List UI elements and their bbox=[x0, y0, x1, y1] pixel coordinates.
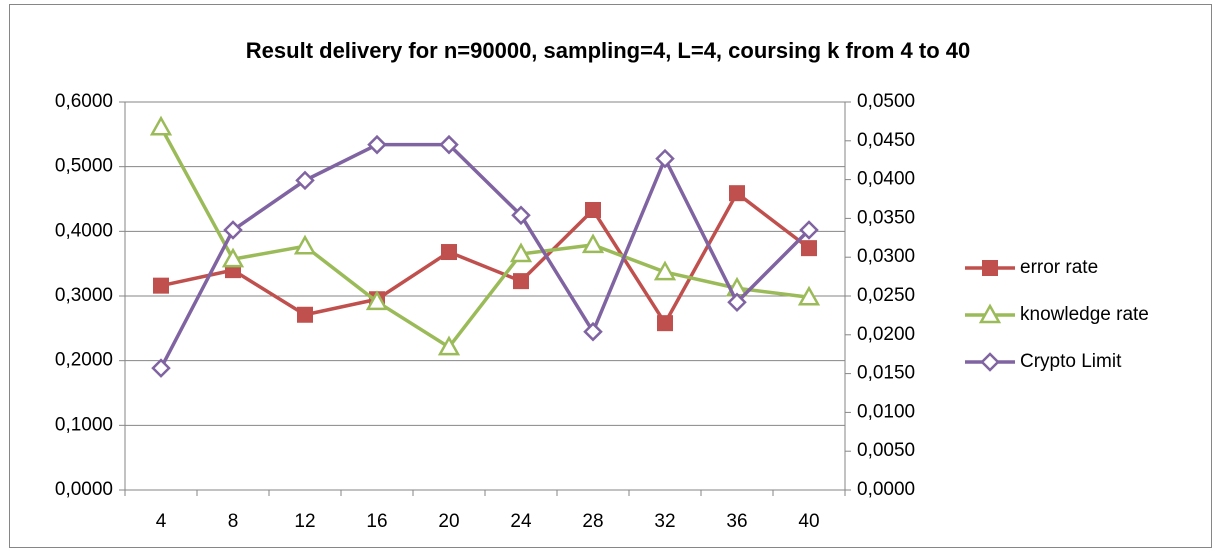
series-line bbox=[160, 191, 811, 325]
data-point bbox=[801, 240, 817, 257]
data-point bbox=[653, 260, 677, 281]
y2-tick-label: 0,0150 bbox=[857, 363, 915, 384]
data-point bbox=[297, 306, 313, 323]
legend-label: knowledge rate bbox=[1020, 304, 1149, 325]
legend-marker bbox=[978, 303, 1002, 324]
y2-tick-label: 0,0200 bbox=[857, 324, 915, 345]
x-tick-label: 36 bbox=[726, 511, 747, 532]
data-point bbox=[513, 273, 529, 290]
legend-label: error rate bbox=[1020, 257, 1098, 278]
data-point bbox=[509, 242, 533, 263]
y2-tick-label: 0,0300 bbox=[857, 246, 915, 267]
data-point bbox=[365, 290, 389, 311]
data-point bbox=[295, 170, 315, 191]
data-point bbox=[221, 247, 245, 268]
data-point bbox=[437, 335, 461, 356]
y-tick-label: 0,1000 bbox=[55, 414, 113, 435]
data-point bbox=[151, 358, 171, 378]
y-tick-label: 0,3000 bbox=[55, 285, 113, 306]
y2-tick-label: 0,0500 bbox=[857, 91, 915, 112]
data-point bbox=[153, 277, 169, 294]
x-tick-label: 12 bbox=[294, 511, 315, 532]
y-tick-label: 0,5000 bbox=[55, 156, 113, 177]
y-tick-label: 0,0000 bbox=[55, 479, 113, 500]
y2-tick-label: 0,0000 bbox=[857, 479, 915, 500]
data-point bbox=[293, 234, 317, 255]
legend-label: Crypto Limit bbox=[1020, 351, 1122, 372]
data-point bbox=[441, 244, 457, 261]
legend-marker bbox=[980, 352, 1000, 372]
x-tick-label: 32 bbox=[654, 511, 675, 532]
x-tick-label: 40 bbox=[798, 511, 819, 532]
x-tick-label: 28 bbox=[582, 511, 603, 532]
y2-tick-label: 0,0350 bbox=[857, 207, 915, 228]
y2-tick-label: 0,0250 bbox=[857, 285, 915, 306]
data-point bbox=[655, 148, 675, 169]
data-point bbox=[583, 321, 603, 342]
data-point bbox=[223, 220, 243, 240]
data-point bbox=[799, 220, 819, 240]
y-tick-label: 0,4000 bbox=[55, 220, 113, 241]
series-line bbox=[159, 142, 811, 369]
data-point bbox=[727, 292, 747, 312]
y2-tick-label: 0,0050 bbox=[857, 440, 915, 461]
data-point bbox=[511, 205, 531, 226]
y-tick-label: 0,6000 bbox=[55, 91, 113, 112]
y2-tick-label: 0,0400 bbox=[857, 169, 915, 190]
chart-title: Result delivery for n=90000, sampling=4,… bbox=[246, 38, 970, 63]
data-point bbox=[797, 285, 821, 306]
x-tick-label: 8 bbox=[228, 511, 239, 532]
data-point bbox=[149, 115, 173, 136]
y-tick-label: 0,2000 bbox=[55, 350, 113, 371]
x-tick-label: 16 bbox=[366, 511, 387, 532]
series-line bbox=[159, 126, 810, 349]
legend-marker bbox=[982, 260, 998, 276]
data-point bbox=[367, 134, 387, 155]
data-point bbox=[729, 185, 745, 202]
data-point bbox=[439, 134, 459, 155]
x-tick-label: 20 bbox=[438, 511, 459, 532]
y2-tick-label: 0,0100 bbox=[857, 401, 915, 422]
x-tick-label: 4 bbox=[156, 511, 167, 532]
y2-tick-label: 0,0450 bbox=[857, 130, 915, 151]
data-point bbox=[581, 233, 605, 254]
data-point bbox=[657, 315, 673, 332]
data-point bbox=[585, 201, 601, 218]
x-tick-label: 24 bbox=[510, 511, 532, 532]
